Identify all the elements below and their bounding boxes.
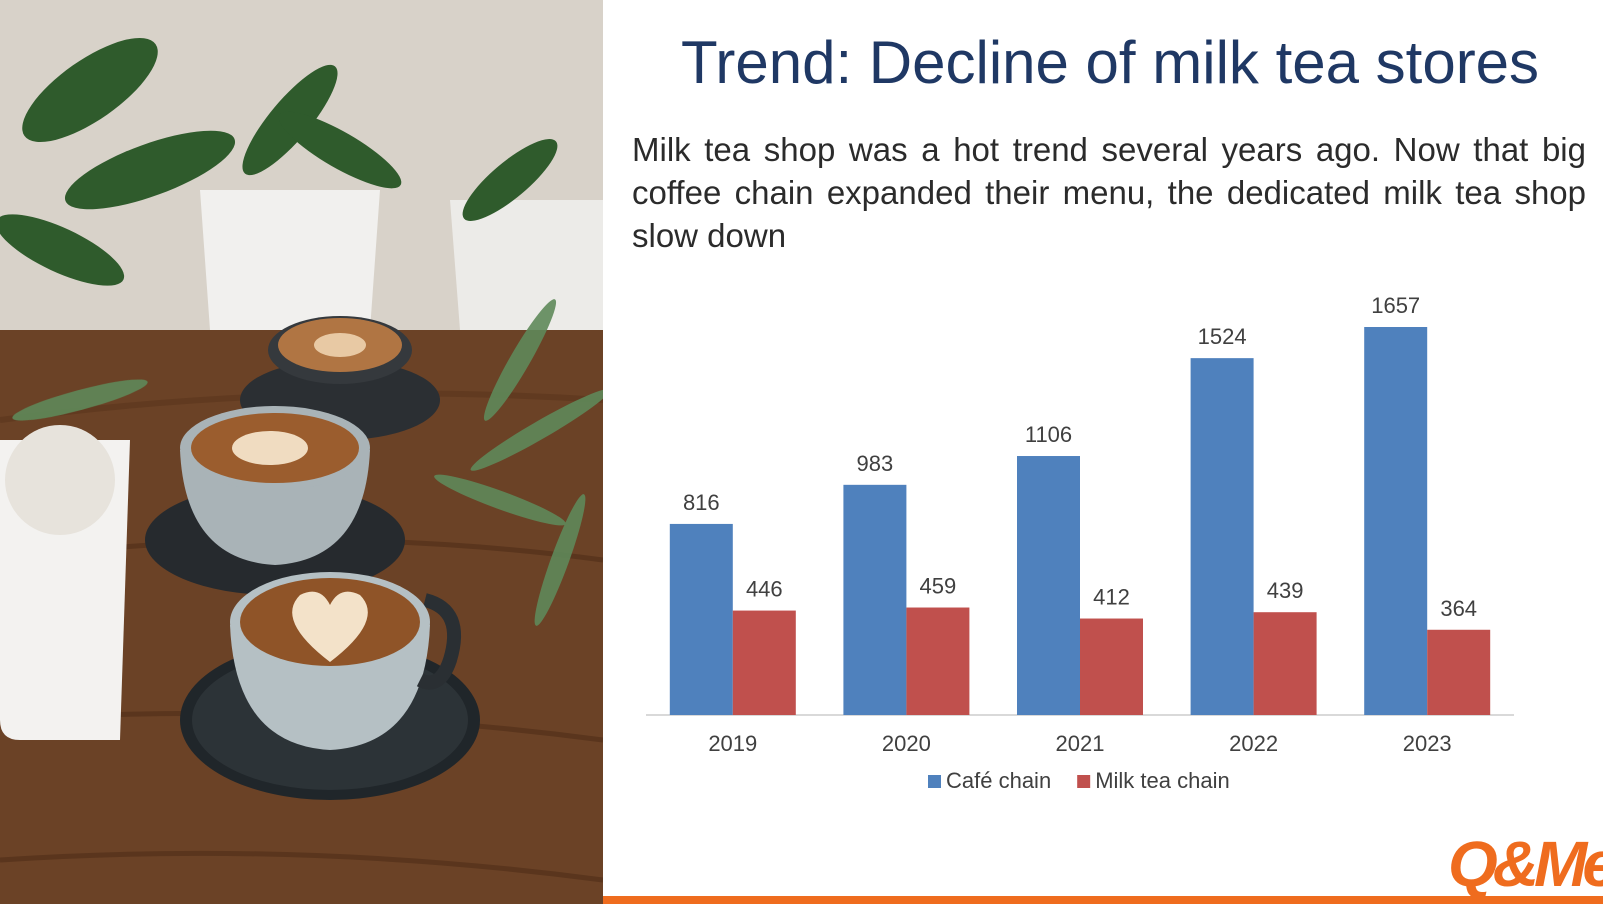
data-label: 983: [857, 451, 894, 476]
data-label: 1524: [1198, 324, 1247, 349]
brand-logo: Q&Me: [1448, 828, 1603, 900]
x-tick-label: 2022: [1229, 731, 1278, 756]
data-label: 816: [683, 490, 720, 515]
legend-label-milktea: Milk tea chain: [1095, 768, 1230, 793]
legend-label-cafe: Café chain: [946, 768, 1051, 793]
data-label: 1106: [1025, 422, 1072, 447]
x-tick-label: 2023: [1403, 731, 1452, 756]
coffee-photo-illustration: [0, 0, 603, 904]
legend-swatch-milktea: [1077, 775, 1091, 788]
coffee-photo: [0, 0, 603, 904]
data-label: 364: [1440, 596, 1477, 621]
data-label: 439: [1267, 578, 1304, 603]
bar-cafe-2019: [669, 523, 733, 715]
bar-milktea-2022: [1253, 612, 1317, 715]
legend-swatch-cafe: [928, 775, 941, 788]
bar-cafe-2021: [1017, 456, 1080, 715]
data-label: 459: [920, 574, 957, 599]
x-tick-label: 2019: [708, 731, 757, 756]
slide-title: Trend: Decline of milk tea stores: [680, 29, 1540, 96]
bar-milktea-2020: [906, 607, 970, 715]
data-label: 1657: [1371, 293, 1420, 318]
bar-cafe-2022: [1190, 358, 1254, 715]
data-label: 446: [746, 577, 783, 602]
data-label: 412: [1093, 585, 1130, 610]
bar-milktea-2019: [732, 610, 796, 715]
bar-milktea-2023: [1427, 629, 1491, 715]
bar-milktea-2021: [1080, 618, 1143, 715]
footer-accent-bar: [603, 896, 1603, 904]
x-tick-label: 2020: [882, 731, 931, 756]
slide-subtitle: Milk tea shop was a hot trend several ye…: [632, 131, 1586, 254]
bar-cafe-2023: [1364, 327, 1428, 715]
x-tick-label: 2021: [1056, 731, 1105, 756]
bar-cafe-2020: [843, 484, 907, 715]
bar-chart: 816 446 2019 983 459 2020 1106 412 2021 1524 439 20…: [646, 293, 1514, 793]
